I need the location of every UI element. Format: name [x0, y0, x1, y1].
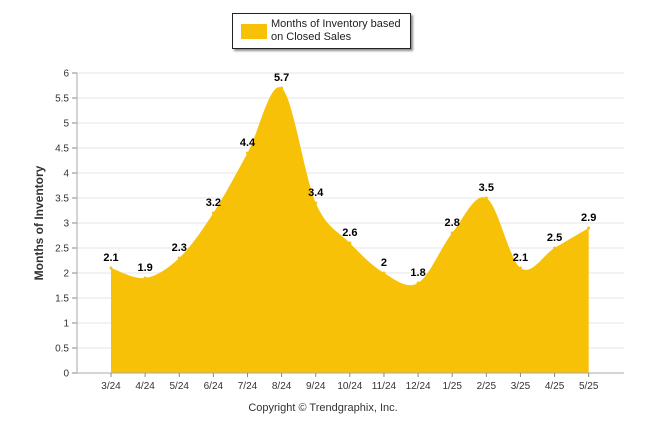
y-tick-label: 4: [63, 169, 69, 180]
data-label: 3.5: [479, 182, 494, 194]
x-tick-label: 11/24: [372, 381, 397, 392]
data-label: 4.4: [240, 137, 256, 149]
data-label: 2.6: [342, 227, 357, 239]
x-tick-label: 9/24: [306, 381, 326, 392]
x-tick-label: 12/24: [406, 381, 431, 392]
x-tick-label: 5/25: [579, 381, 599, 392]
x-tick-label: 6/24: [204, 381, 224, 392]
data-label: 2.3: [172, 242, 187, 254]
x-tick-label: 1/25: [442, 381, 462, 392]
x-tick-label: 10/24: [337, 381, 362, 392]
data-label: 2.9: [581, 212, 596, 224]
data-label: 5.7: [274, 72, 289, 84]
x-tick-label: 4/25: [545, 381, 565, 392]
series-area: [111, 87, 589, 373]
legend: Months of Inventory based on Closed Sale…: [232, 13, 411, 49]
y-axis-label: Months of Inventory: [32, 165, 46, 280]
data-point: [109, 266, 113, 270]
y-tick-label: 2.5: [55, 244, 69, 255]
y-tick-label: 1: [63, 319, 69, 330]
x-tick-label: 5/24: [170, 381, 190, 392]
legend-swatch: [241, 24, 267, 39]
y-tick-label: 3: [63, 219, 69, 230]
data-point: [211, 211, 215, 215]
copyright-text: Copyright © Trendgraphix, Inc.: [248, 402, 398, 414]
y-tick-label: 2: [63, 269, 69, 280]
y-tick-label: 3.5: [55, 194, 69, 205]
data-label: 2: [381, 257, 387, 269]
x-tick-label: 4/24: [135, 381, 155, 392]
y-tick-label: 0.5: [55, 344, 69, 355]
x-tick-label: 2/25: [477, 381, 497, 392]
y-tick-label: 1.5: [55, 294, 69, 305]
data-point: [484, 196, 488, 200]
y-tick-label: 4.5: [55, 144, 69, 155]
x-tick-label: 3/25: [511, 381, 531, 392]
data-point: [280, 86, 284, 90]
data-label: 2.8: [445, 217, 460, 229]
y-tick-label: 6: [63, 69, 69, 80]
x-tick-label: 8/24: [272, 381, 292, 392]
data-point: [553, 246, 557, 250]
data-point: [518, 266, 522, 270]
x-tick-label: 3/24: [101, 381, 121, 392]
data-point: [314, 201, 318, 205]
data-point: [245, 151, 249, 155]
data-label: 3.4: [308, 187, 324, 199]
y-tick-label: 0: [63, 369, 69, 380]
data-label: 1.8: [410, 267, 425, 279]
data-point: [382, 271, 386, 275]
data-point: [177, 256, 181, 260]
data-point: [587, 226, 591, 230]
data-point: [348, 241, 352, 245]
data-label: 2.5: [547, 232, 562, 244]
y-tick-label: 5: [63, 119, 69, 130]
data-point: [143, 276, 147, 280]
data-point: [450, 231, 454, 235]
legend-label: Months of Inventory based on Closed Sale…: [271, 18, 401, 43]
x-tick-label: 7/24: [238, 381, 258, 392]
y-tick-label: 5.5: [55, 94, 69, 105]
data-point: [416, 281, 420, 285]
data-label: 3.2: [206, 197, 221, 209]
data-label: 2.1: [513, 252, 528, 264]
data-label: 1.9: [137, 262, 152, 274]
data-label: 2.1: [103, 252, 118, 264]
